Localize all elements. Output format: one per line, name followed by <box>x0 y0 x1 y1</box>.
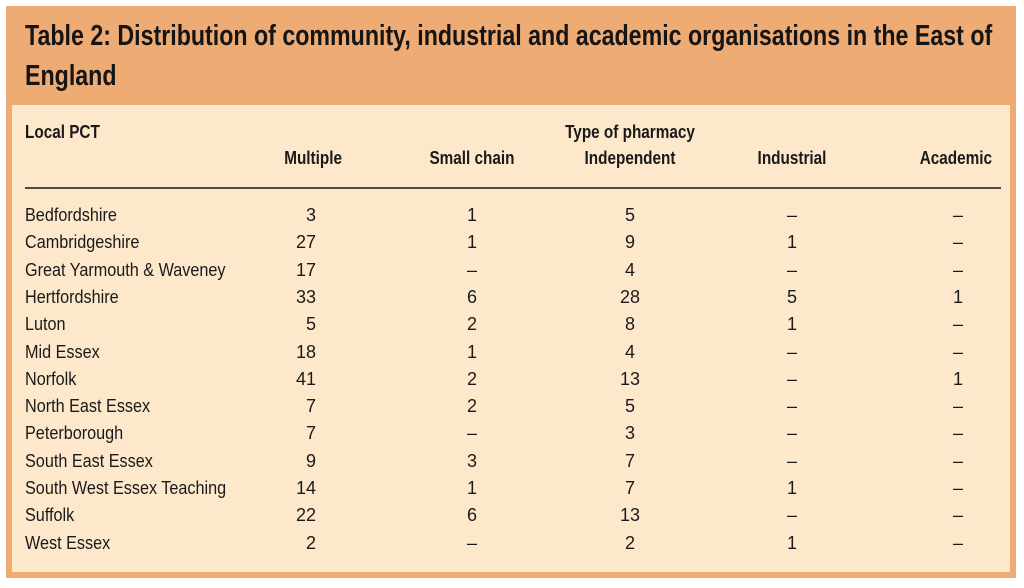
table-row-3-pct-name: Hertfordshire <box>25 286 119 307</box>
table-row-11-small-chain-value: 6 <box>466 505 477 526</box>
table-row-8-industrial-value: – <box>786 423 797 444</box>
table-row-11-multiple-value: 22 <box>295 505 316 526</box>
table-row-8-small-chain-value: – <box>466 423 477 444</box>
table-row-1-academic-value: – <box>952 232 963 253</box>
table-row-10-multiple-value: 14 <box>295 478 316 498</box>
table-row-3-multiple-value: 33 <box>295 286 316 307</box>
table-row-8-multiple-value: 7 <box>305 423 316 444</box>
table-frame: Table 2: Distribution of community, indu… <box>6 6 1016 578</box>
table-row-4-small-chain-value: 2 <box>466 314 477 335</box>
table-row-10-academic-value: – <box>952 478 963 498</box>
table-row-12-multiple-value: 2 <box>305 532 316 553</box>
table-row-0-academic-value: – <box>952 205 963 225</box>
table-row-10-pct-name: South West Essex Teaching <box>25 478 227 498</box>
table-row-5-independent-value: 4 <box>624 341 635 362</box>
table-row-2-industrial-value: – <box>786 259 797 280</box>
table-row-0-small-chain-value: 1 <box>466 205 477 225</box>
table-row-7-pct-name: North East Essex <box>25 396 151 417</box>
table-row-9-multiple-value: 9 <box>305 450 316 471</box>
table-row-2-academic-value: – <box>952 259 963 280</box>
header-small-chain: Small chain <box>429 148 515 168</box>
table-row-2-pct-name: Great Yarmouth & Waveney <box>25 259 226 280</box>
table-row-7-small-chain-value: 2 <box>466 396 477 417</box>
table-row-3-independent-value: 28 <box>619 286 641 307</box>
table-row-7-academic-value: – <box>952 396 963 417</box>
header-independent: Independent <box>584 148 676 168</box>
table-row-6-small-chain-value: 2 <box>466 368 477 389</box>
table-row-5-industrial-value: – <box>786 341 797 362</box>
table-row-5-multiple-value: 18 <box>295 341 316 362</box>
table-row-11-independent-value: 13 <box>619 505 641 526</box>
table-row-9-independent-value: 7 <box>624 450 635 471</box>
table-row-12-small-chain-value: – <box>466 532 477 553</box>
table-row-8-pct-name: Peterborough <box>25 423 124 444</box>
table-row-1-pct-name: Cambridgeshire <box>25 232 140 253</box>
table-row-8-independent-value: 3 <box>624 423 635 444</box>
table-row-7-industrial-value: – <box>786 396 797 417</box>
table-row-10-industrial-value: 1 <box>786 478 797 498</box>
header-academic: Academic <box>919 148 992 168</box>
table-row-9-academic-value: – <box>952 450 963 471</box>
table-row-0-independent-value: 5 <box>624 205 635 225</box>
table-row-10-independent-value: 7 <box>624 478 635 498</box>
header-type-of-pharmacy: Type of pharmacy <box>565 122 695 142</box>
table-row-1-multiple-value: 27 <box>295 232 316 253</box>
table-row-0-pct-name: Bedfordshire <box>25 205 117 225</box>
header-divider <box>25 187 1001 189</box>
table-row-6-multiple-value: 41 <box>295 368 316 389</box>
table-row-7-independent-value: 5 <box>624 396 635 417</box>
table-row-2-multiple-value: 17 <box>295 259 316 280</box>
table-row-7-multiple-value: 7 <box>305 396 316 417</box>
table-row-0-industrial-value: – <box>786 205 797 225</box>
table-row-9-industrial-value: – <box>786 450 797 471</box>
table-title: Table 2: Distribution of community, indu… <box>25 20 993 92</box>
table-row-5-small-chain-value: 1 <box>466 341 477 362</box>
table-row-6-pct-name: Norfolk <box>25 368 77 389</box>
table-row-12-academic-value: – <box>952 532 963 553</box>
table-row-2-small-chain-value: – <box>466 259 477 280</box>
table-row-12-pct-name: West Essex <box>25 532 111 553</box>
table-row-8-academic-value: – <box>952 423 963 444</box>
table-row-4-academic-value: – <box>952 314 963 335</box>
table-row-1-small-chain-value: 1 <box>466 232 477 253</box>
table-row-4-multiple-value: 5 <box>305 314 316 335</box>
table-row-4-independent-value: 8 <box>624 314 635 335</box>
table-row-3-small-chain-value: 6 <box>466 286 477 307</box>
header-multiple: Multiple <box>284 148 342 168</box>
table-row-4-industrial-value: 1 <box>786 314 797 335</box>
table-row-5-academic-value: – <box>952 341 963 362</box>
table-row-11-pct-name: Suffolk <box>25 505 75 526</box>
table-row-6-independent-value: 13 <box>619 368 641 389</box>
table-row-3-academic-value: 1 <box>952 286 963 307</box>
table-row-1-industrial-value: 1 <box>786 232 797 253</box>
table-row-12-industrial-value: 1 <box>786 532 797 553</box>
header-industrial: Industrial <box>757 148 827 168</box>
table-row-0-multiple-value: 3 <box>305 205 316 225</box>
table-row-12-independent-value: 2 <box>624 532 635 553</box>
table-row-11-academic-value: – <box>952 505 963 526</box>
table-row-2-independent-value: 4 <box>624 259 635 280</box>
table-row-3-industrial-value: 5 <box>786 286 797 307</box>
table-row-10-small-chain-value: 1 <box>466 478 477 498</box>
table-row-11-industrial-value: – <box>786 505 797 526</box>
table-row-9-small-chain-value: 3 <box>466 450 477 471</box>
table-row-5-pct-name: Mid Essex <box>25 341 100 362</box>
table-row-9-pct-name: South East Essex <box>25 450 153 471</box>
table-row-4-pct-name: Luton <box>25 314 66 335</box>
table-row-6-industrial-value: – <box>786 368 797 389</box>
table-row-6-academic-value: 1 <box>952 368 963 389</box>
table-row-1-independent-value: 9 <box>624 232 635 253</box>
header-local-pct: Local PCT <box>25 122 100 142</box>
table-panel: Local PCT Type of pharmacy Multiple Smal… <box>12 105 1010 572</box>
